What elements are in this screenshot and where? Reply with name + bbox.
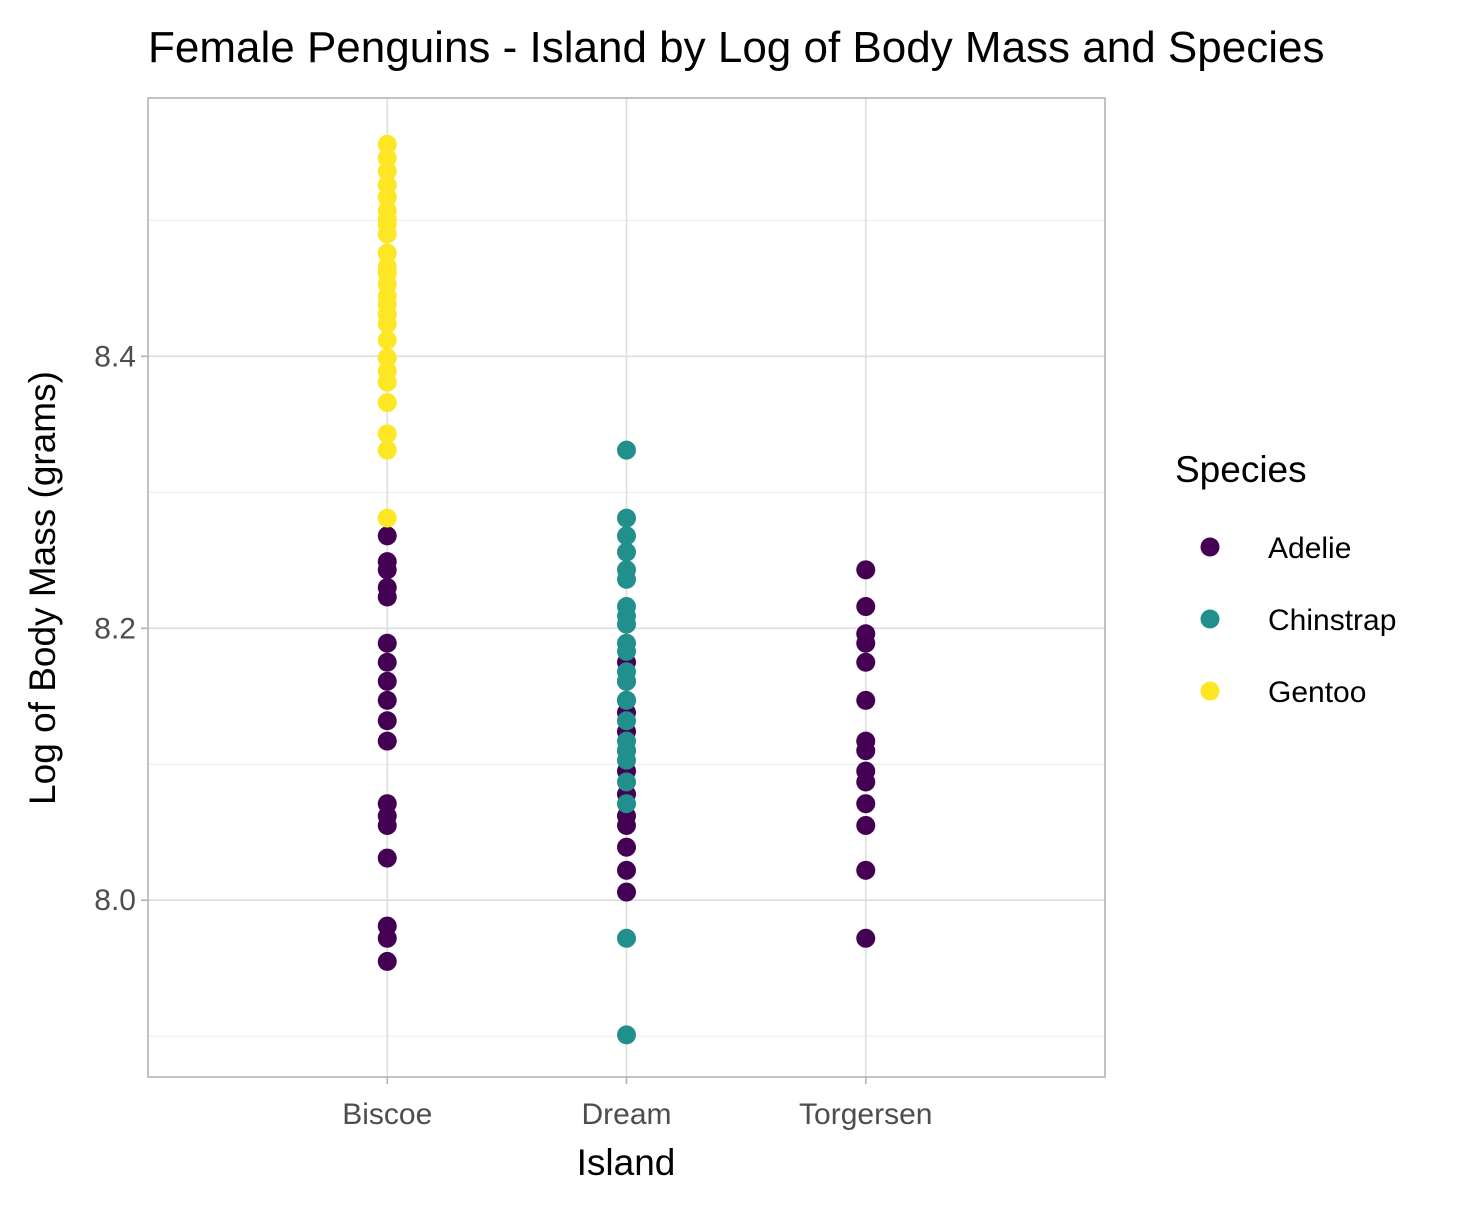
axis-ticks: 8.0 8.2 8.4 Biscoe Dream Torgersen <box>94 340 932 1131</box>
point-gentoo <box>377 243 397 263</box>
point-gentoo <box>377 187 397 207</box>
point-adelie <box>617 882 636 902</box>
point-adelie <box>377 633 397 653</box>
point-gentoo <box>377 330 397 350</box>
point-gentoo <box>377 508 397 528</box>
point-chinstrap <box>617 928 636 948</box>
point-chinstrap <box>617 671 636 691</box>
point-adelie <box>856 815 876 835</box>
point-adelie <box>856 633 876 653</box>
point-chinstrap <box>617 772 636 792</box>
point-adelie <box>617 815 636 835</box>
point-gentoo <box>377 224 397 244</box>
point-adelie <box>617 837 636 857</box>
data-points <box>377 134 876 1045</box>
point-adelie <box>377 560 397 580</box>
legend-key-adelie <box>1200 537 1220 557</box>
point-adelie <box>377 711 397 731</box>
x-tick-label: Biscoe <box>342 1098 432 1131</box>
point-adelie <box>377 587 397 607</box>
chart-title: Female Penguins - Island by Log of Body … <box>148 23 1324 72</box>
point-adelie <box>377 731 397 751</box>
point-gentoo <box>377 424 397 444</box>
point-gentoo <box>377 314 397 334</box>
point-chinstrap <box>617 526 636 546</box>
x-tick-label: Torgersen <box>799 1098 932 1131</box>
point-adelie <box>377 815 397 835</box>
point-chinstrap <box>617 440 636 460</box>
point-adelie <box>377 928 397 948</box>
legend-label-chinstrap: Chinstrap <box>1268 604 1396 637</box>
point-chinstrap <box>617 1025 636 1045</box>
point-gentoo <box>377 134 397 154</box>
point-adelie <box>856 928 876 948</box>
point-chinstrap <box>617 569 636 589</box>
y-tick-label: 8.4 <box>94 340 136 373</box>
point-adelie <box>856 597 876 617</box>
point-gentoo <box>377 393 397 413</box>
y-tick-label: 8.2 <box>94 612 136 645</box>
point-chinstrap <box>617 508 636 528</box>
legend-title: Species <box>1175 449 1307 490</box>
point-adelie <box>377 951 397 971</box>
legend-key-chinstrap <box>1200 609 1220 629</box>
point-gentoo <box>377 372 397 392</box>
x-tick-label: Dream <box>581 1098 671 1131</box>
point-chinstrap <box>617 614 636 634</box>
point-gentoo <box>377 148 397 168</box>
point-chinstrap <box>617 794 636 814</box>
point-adelie <box>856 860 876 880</box>
point-adelie <box>377 652 397 672</box>
point-chinstrap <box>617 711 636 731</box>
point-adelie <box>856 794 876 814</box>
point-chinstrap <box>617 750 636 770</box>
point-adelie <box>377 848 397 868</box>
point-gentoo <box>377 161 397 181</box>
point-gentoo <box>377 348 397 368</box>
point-adelie <box>377 690 397 710</box>
point-adelie <box>856 741 876 761</box>
point-chinstrap <box>617 641 636 661</box>
point-adelie <box>856 652 876 672</box>
point-gentoo <box>377 440 397 460</box>
y-axis-title: Log of Body Mass (grams) <box>22 371 63 805</box>
point-adelie <box>856 690 876 710</box>
legend-label-gentoo: Gentoo <box>1268 676 1366 709</box>
point-adelie <box>856 560 876 580</box>
point-adelie <box>377 671 397 691</box>
point-adelie <box>617 860 636 880</box>
point-adelie <box>856 772 876 792</box>
point-adelie <box>377 526 397 546</box>
x-axis-title: Island <box>577 1142 676 1183</box>
point-chinstrap <box>617 542 636 562</box>
point-chinstrap <box>617 690 636 710</box>
legend: Species Adelie Chinstrap Gentoo <box>1175 449 1396 709</box>
y-tick-label: 8.0 <box>94 884 136 917</box>
legend-key-gentoo <box>1200 681 1220 701</box>
legend-label-adelie: Adelie <box>1268 532 1351 565</box>
